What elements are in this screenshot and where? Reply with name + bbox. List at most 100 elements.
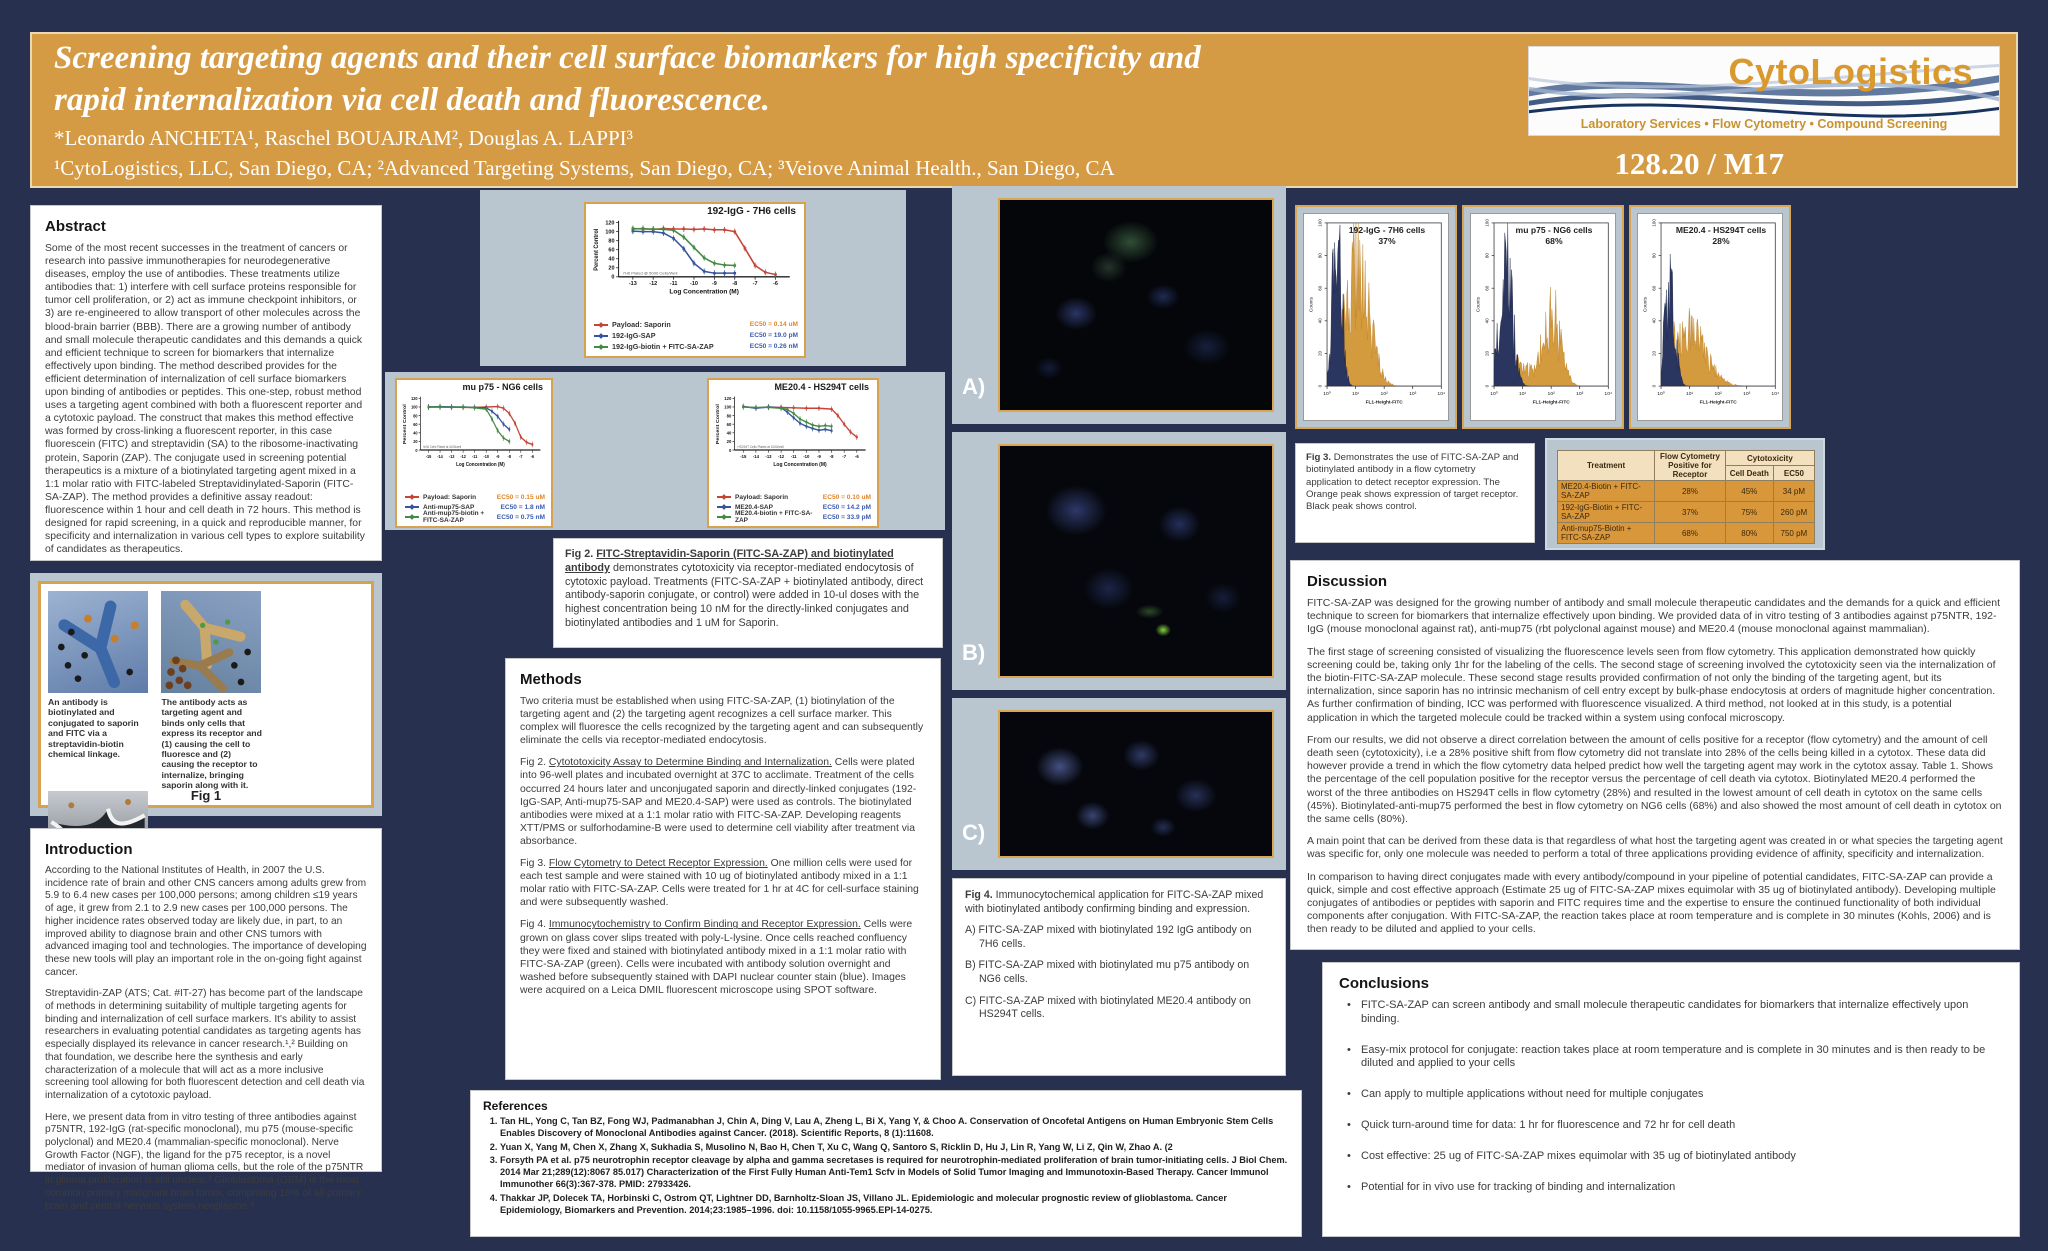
figure1-caption-1: An antibody is biotinylated and conjugat…	[48, 697, 139, 760]
micrograph-label-c: C)	[962, 820, 986, 845]
svg-text:80: 80	[1651, 253, 1656, 259]
conclusion-bullet: Quick turn-around time for data: 1 hr fo…	[1347, 1119, 2003, 1133]
table-cell: 80%	[1724, 522, 1774, 544]
svg-text:20: 20	[608, 266, 614, 272]
svg-text:10⁴: 10⁴	[1437, 391, 1445, 397]
legend-series-name: Payload: Saporin	[423, 493, 477, 501]
references-heading: References	[483, 1099, 548, 1113]
svg-text:-14: -14	[753, 454, 760, 459]
svg-text:0: 0	[415, 447, 418, 453]
reference-item: Forsyth PA et al. p75 neurotrophin recep…	[500, 1155, 1289, 1190]
svg-text:-13: -13	[629, 281, 637, 287]
micrograph-image-a	[998, 198, 1274, 412]
legend-marker-icon	[594, 332, 608, 339]
legend-series-name: 192-IgG-SAP	[612, 331, 656, 340]
svg-text:Percent Control: Percent Control	[715, 404, 721, 445]
svg-text:100: 100	[1317, 219, 1322, 227]
svg-text:10¹: 10¹	[1519, 391, 1527, 397]
table-cell: 34 pM	[1772, 480, 1816, 502]
legend-marker-icon	[717, 504, 731, 510]
legend-ec50-value: EC50 = 0.10 uM	[822, 493, 871, 501]
flow-chart-svg: 0 20 40 60 80 100 Counts 10⁰ 10¹ 10² 10³ 10⁴ FL1-Hei…	[1309, 219, 1445, 406]
introduction-paragraph: According to the National Institutes of …	[45, 865, 367, 978]
svg-text:60: 60	[1484, 285, 1489, 291]
svg-text:80: 80	[727, 413, 732, 418]
dose-chart-me204: ME20.4 - HS294T cells 0 20 40 60 80 100 120 Per…	[707, 378, 879, 528]
svg-text:10¹: 10¹	[1686, 391, 1694, 397]
flow-title-text: mu p75 - NG6 cells	[1515, 225, 1593, 235]
methods-item-fig: Fig 3.	[520, 858, 546, 870]
svg-text:-8: -8	[732, 281, 737, 287]
discussion-paragraph: In comparison to having direct conjugate…	[1307, 870, 1996, 936]
svg-text:60: 60	[1317, 285, 1322, 291]
legend-ec50-value: EC50 = 0.26 nM	[749, 343, 798, 350]
dose-chart-legend: Payload: Saporin EC50 = 0.10 uM ME20.4-SAP…	[717, 492, 871, 524]
flow-panel-me204: 0 20 40 60 80 100 Counts 10⁰ 10¹ 10² 10³ 10⁴ FL1-Hei…	[1629, 205, 1791, 429]
table-col-treatment: Treatment	[1556, 450, 1656, 481]
legend-series-name: Payload: Saporin	[735, 493, 789, 501]
figure1-image-binding	[161, 591, 262, 693]
methods-item-text: One million cells were used for each tes…	[520, 858, 919, 909]
figure1-panel: An antibody is biotinylated and conjugat…	[30, 573, 382, 980]
conclusion-bullet: Easy-mix protocol for conjugate: reactio…	[1347, 1044, 2003, 1072]
svg-text:-9: -9	[712, 281, 717, 287]
svg-text:Counts: Counts	[1643, 296, 1649, 312]
legend-entry: 192-IgG-SAP EC50 = 19.0 pM	[594, 330, 798, 341]
svg-text:40: 40	[727, 430, 732, 435]
abstract-heading: Abstract	[45, 218, 106, 235]
svg-text:80: 80	[413, 413, 418, 419]
svg-text:40: 40	[1651, 318, 1656, 324]
table-cell: 37%	[1654, 501, 1726, 523]
legend-entry: ME20.4-SAP EC50 = 14.2 pM	[717, 502, 871, 512]
reference-item: Tan HL, Yong C, Tan BZ, Fong WJ, Padmana…	[500, 1116, 1289, 1140]
dose-chart-legend: Payload: Saporin EC50 = 0.14 uM 192-IgG-SA…	[594, 319, 798, 352]
poster-header: Screening targeting agents and their cel…	[30, 32, 2018, 188]
legend-ec50-value: EC50 = 19.0 pM	[749, 332, 798, 339]
svg-text:10³: 10³	[1409, 391, 1417, 397]
methods-heading: Methods	[520, 671, 582, 688]
affiliations-line: ¹CytoLogistics, LLC, San Diego, CA; ²Adv…	[54, 156, 1115, 180]
figure2-bottom-panel: mu p75 - NG6 cells 0 20 40 60 80 100 120 Percen…	[385, 372, 945, 530]
table-cell: 45%	[1724, 480, 1774, 502]
dose-chart-plot: 0 20 40 60 80 100 120 Percent Control -15 -14 -13-…	[711, 393, 875, 475]
legend-ec50-value: EC50 = 33.9 pM	[822, 513, 871, 521]
svg-text:Counts: Counts	[1309, 296, 1315, 312]
legend-marker-icon	[405, 514, 419, 520]
methods-item-fig: Fig 2.	[520, 757, 546, 769]
figure4-caption-main: Immunocytochemical application for FITC-…	[965, 889, 1264, 915]
methods-item-text: Cells were plated into 96-well plates an…	[520, 757, 917, 847]
flow-title-text: 192-IgG - 7H6 cells	[1348, 225, 1426, 235]
svg-text:-6: -6	[773, 281, 778, 287]
results-table: Treatment Flow Cytometry Positive for Rec…	[1556, 450, 1816, 544]
methods-item-fig: Fig 4.	[520, 919, 546, 931]
svg-text:10²: 10²	[1715, 391, 1723, 397]
svg-text:Log Concentration (M): Log Concentration (M)	[669, 289, 738, 296]
svg-text:0: 0	[729, 448, 732, 453]
svg-text:100: 100	[724, 404, 731, 409]
micrograph-panel-a: A)	[952, 186, 1286, 424]
legend-marker-icon	[594, 343, 608, 350]
flow-histogram-plot: 0 20 40 60 80 100 Counts 10⁰ 10¹ 10² 10³ 10⁴ FL1-Hei…	[1638, 214, 1782, 420]
figure3-caption-main: Demonstrates the use of FITC-SA-ZAP and …	[1306, 452, 1519, 513]
table-col-ec50: EC50	[1772, 465, 1816, 481]
dose-chart-plot: 0 20 40 60 80 100 120 Percent Control -13 -12 -11 -…	[588, 217, 802, 303]
figure1-step2: The antibody acts as targeting agent and…	[161, 591, 264, 791]
svg-text:Counts: Counts	[1476, 296, 1482, 312]
dose-chart-plot: 0 20 40 60 80 100 120 Percent Control -15 -14 -13-…	[399, 393, 549, 475]
reference-item: Yuan X, Yang M, Chen X, Zhang X, Sukhadi…	[500, 1142, 1289, 1154]
svg-text:20: 20	[727, 439, 732, 444]
legend-series-name: 192-IgG-biotin + FITC-SA-ZAP	[612, 342, 714, 351]
discussion-paragraph: A main point that can be derived from th…	[1307, 835, 2003, 861]
results-table-panel: Treatment Flow Cytometry Positive for Rec…	[1545, 438, 1825, 550]
table-cell: ME20.4-Biotin + FITC-SA-ZAP	[1556, 480, 1656, 502]
figure3-caption-text: Fig 3. Demonstrates the use of FITC-SA-Z…	[1306, 452, 1524, 513]
svg-text:40: 40	[1484, 318, 1489, 324]
svg-text:-15: -15	[740, 454, 747, 459]
legend-marker-icon	[717, 494, 731, 500]
flow-percent-positive: 68%	[1545, 236, 1563, 246]
svg-text:NG6 Cells Plated at 1000/well: NG6 Cells Plated at 1000/well	[423, 445, 461, 449]
dose-chart-title: mu p75 - NG6 cells	[462, 382, 543, 392]
svg-text:FL1-Height-FITC: FL1-Height-FITC	[1700, 399, 1738, 405]
authors-line: *Leonardo ANCHETA¹, Raschel BOUAJRAM², D…	[54, 126, 633, 150]
